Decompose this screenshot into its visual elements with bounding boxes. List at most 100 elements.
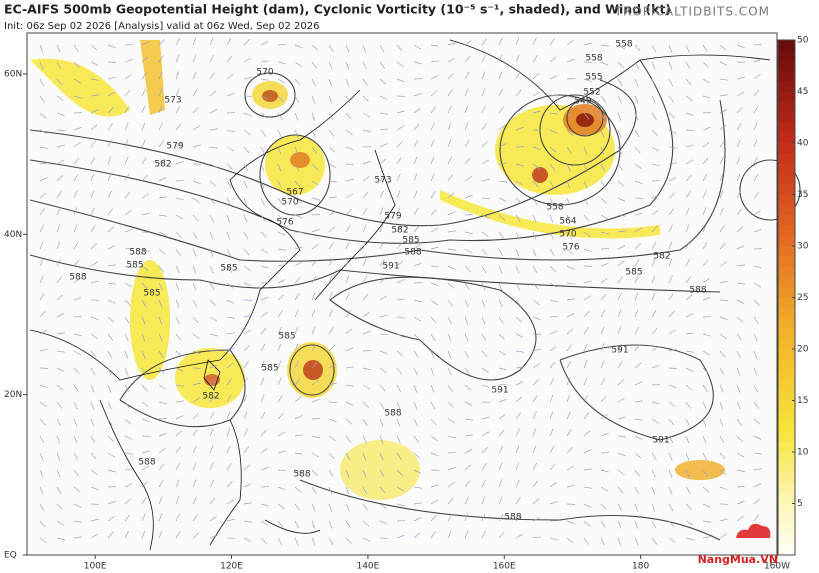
wind-barb <box>566 180 571 189</box>
contour <box>299 479 721 541</box>
wind-barb <box>345 452 350 461</box>
wind-barb <box>413 139 419 148</box>
wind-barb <box>192 265 197 274</box>
wind-barb <box>702 401 707 410</box>
wind-barb <box>39 78 44 87</box>
wind-barb <box>379 295 388 301</box>
wind-barb <box>753 73 761 80</box>
wind-barb <box>532 348 541 352</box>
wind-barb <box>617 379 624 386</box>
wind-barb <box>668 162 677 165</box>
wind-barb <box>311 469 318 476</box>
wind-barb <box>447 333 452 342</box>
wind-barb <box>566 214 571 223</box>
wind-barb <box>379 241 384 250</box>
wind-barb <box>107 367 112 376</box>
wind-barb <box>277 343 282 352</box>
wind-barb <box>362 384 371 390</box>
wind-barb <box>311 486 317 494</box>
wind-barb <box>260 343 266 352</box>
wind-barb <box>90 280 99 284</box>
wind-barb <box>651 258 656 267</box>
wind-barb <box>430 531 436 539</box>
wind-barb <box>617 276 624 284</box>
wind-barb <box>481 350 488 358</box>
wind-barb <box>753 452 762 455</box>
wind-barb <box>498 214 506 221</box>
wind-barb <box>107 531 114 539</box>
wind-barb <box>175 197 184 201</box>
wind-barb <box>39 275 44 284</box>
contour-label: 585 <box>126 261 143 271</box>
wind-barb <box>617 78 623 86</box>
wind-barb <box>566 58 575 63</box>
wind-barb <box>243 76 252 80</box>
wind-barb <box>311 146 317 154</box>
wind-barb <box>328 292 333 301</box>
wind-barb <box>379 128 388 131</box>
wind-barb <box>515 89 522 97</box>
wind-barb <box>107 282 116 285</box>
wind-barb <box>328 486 333 495</box>
wind-barb <box>396 469 403 476</box>
wind-barb <box>379 61 386 69</box>
wind-barb <box>702 367 709 374</box>
wind-barb <box>124 173 130 182</box>
wind-barb <box>753 468 762 471</box>
wind-barb <box>345 435 352 443</box>
wind-barb <box>243 428 248 437</box>
wind-barb <box>362 537 371 542</box>
contour-label: 588 <box>689 286 706 296</box>
wind-barb <box>719 156 724 165</box>
coast <box>264 519 321 534</box>
wind-barb <box>702 536 711 539</box>
wind-barb <box>56 112 65 117</box>
wind-barb <box>345 292 350 301</box>
wind-barb <box>447 367 452 376</box>
wind-barb <box>685 112 694 117</box>
wind-barb <box>566 465 575 471</box>
wind-barb <box>736 44 745 49</box>
wind-barb <box>481 416 490 420</box>
shade <box>130 260 170 380</box>
wind-barb <box>260 197 265 206</box>
wind-barb <box>39 224 45 233</box>
wind-barb <box>277 248 286 251</box>
colorbar: 5 10 15 20 25 30 35 40 45 50 <box>777 36 809 556</box>
contour-label: 582 <box>391 226 408 236</box>
wind-barb <box>379 486 386 494</box>
wind-barb <box>668 329 677 335</box>
wind-barb <box>277 520 284 528</box>
wind-barb <box>175 141 183 148</box>
wind-barb <box>243 39 250 46</box>
wind-barb <box>260 537 267 544</box>
colorbar-segment <box>778 163 795 175</box>
wind-barb <box>634 362 642 369</box>
wind-barb <box>532 411 537 420</box>
wind-barb <box>532 91 541 97</box>
wind-barb <box>464 316 469 325</box>
contour <box>289 344 335 396</box>
wind-barb <box>464 530 469 539</box>
wind-barb <box>447 139 452 148</box>
wind-barb <box>328 196 337 199</box>
wind-barb <box>124 350 129 359</box>
wind-barb <box>634 275 639 284</box>
colorbar-segment <box>778 70 795 82</box>
wind-barb <box>39 384 48 389</box>
wind-barb <box>634 452 642 459</box>
wind-barb <box>753 401 760 409</box>
wind-barb <box>175 88 180 97</box>
wind-barb <box>362 160 371 165</box>
wind-barb <box>719 384 724 393</box>
wind-barb <box>719 173 724 182</box>
wind-barb <box>107 469 116 473</box>
wind-barb <box>192 197 200 203</box>
wind-barb <box>583 78 592 83</box>
wind-barb <box>685 224 690 233</box>
wind-barb <box>192 532 200 539</box>
wind-barb <box>56 350 65 353</box>
wind-barb <box>719 140 726 148</box>
colorbar-segment <box>778 287 795 298</box>
wind-barb <box>447 282 455 289</box>
